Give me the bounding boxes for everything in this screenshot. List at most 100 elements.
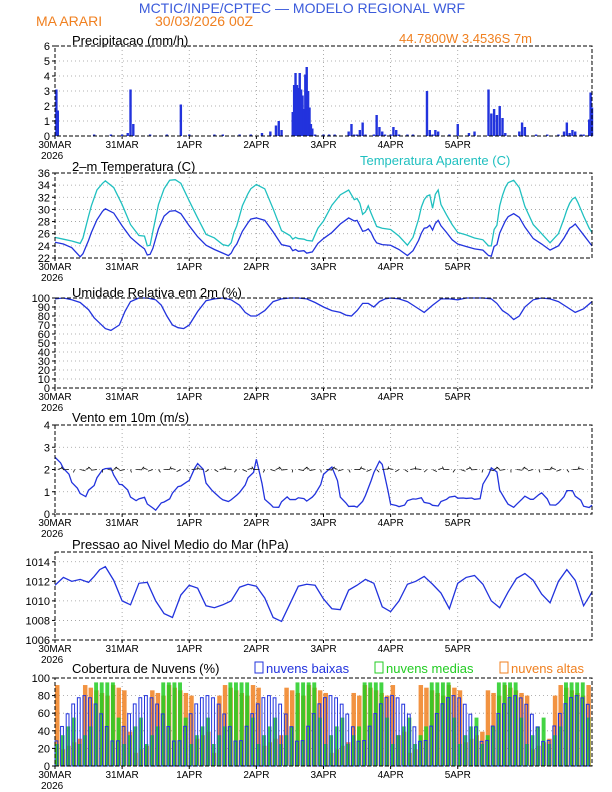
cloud-high-bar — [82, 685, 88, 766]
y-tick-label: 1 — [44, 116, 50, 128]
cloud-mid-bar — [564, 682, 568, 766]
precip-bar — [295, 85, 299, 136]
cloud-low-bar — [406, 713, 411, 767]
y-tick-label: 60 — [38, 329, 50, 341]
precip-bar — [501, 118, 504, 136]
cloud-low-bar — [93, 703, 98, 767]
year-label: 2026 — [41, 655, 64, 666]
cloud-mid-bar — [530, 735, 535, 766]
wind-barb — [360, 467, 366, 470]
cloud-mid-bar — [189, 744, 194, 766]
cloud-high-bar — [485, 690, 491, 766]
precip-bar — [299, 89, 303, 136]
cloud-low-bar — [88, 697, 92, 767]
precip-bar — [495, 115, 499, 136]
cloud-mid-bar — [273, 717, 278, 766]
wind-barb — [348, 469, 351, 473]
precip-bar — [392, 127, 395, 136]
x-tick-label: 5APR — [445, 262, 471, 273]
cloud-mid-bar — [150, 735, 155, 766]
cloud-low-bar — [513, 695, 517, 767]
x-tick-label: 1APR — [176, 392, 202, 403]
y-tick-label: 10 — [38, 374, 50, 386]
precip-bar — [571, 130, 574, 136]
y-tick-label: 50 — [38, 338, 50, 350]
cloud-high-bar — [55, 685, 60, 766]
main-title: MCTIC/INPE/CPTEC — MODELO REGIONAL WRF — [139, 0, 465, 16]
cloud-mid-bar — [161, 682, 166, 766]
precip-bar — [148, 134, 152, 136]
precip-bar — [498, 106, 501, 136]
cloud-low-bar — [502, 703, 506, 767]
wind-barb — [423, 469, 428, 473]
precip-bar — [473, 131, 476, 136]
panel-title-temp: 2–m Temperatura (C) — [72, 159, 195, 174]
x-tick-label: 31MAR — [105, 644, 138, 655]
cloud-mid-bar — [267, 726, 272, 766]
wind-barb — [469, 466, 473, 470]
panel-title-precip: Precipitacao (mm/h) — [72, 33, 188, 48]
wind-barb — [88, 466, 92, 470]
x-tick-label: 2APR — [243, 392, 269, 403]
x-tick-label: 2APR — [243, 644, 269, 655]
wind-barb — [262, 469, 266, 473]
cloud-mid-bar — [301, 682, 306, 766]
panel-title-pres: Pressao ao Nivel Medio do Mar (hPa) — [72, 537, 289, 552]
panel-pres: 1006 1008 1010 1012 1014 30MAR 31MAR 1APR 2APR 3A… — [26, 537, 593, 666]
panel-frame — [54, 551, 593, 641]
precip-bar — [381, 131, 384, 136]
year-label: 2026 — [41, 403, 64, 414]
panel-title-rh: Umidade Relativa em 2m (%) — [72, 285, 242, 300]
y-tick-label: 22 — [38, 253, 50, 265]
year-label: 2026 — [41, 273, 64, 284]
precip-bar — [397, 134, 401, 136]
cloud-low-bar — [261, 697, 266, 767]
cloud-mid-bar — [138, 717, 143, 766]
cloud-mid-bar — [345, 744, 350, 766]
wind-barb — [115, 466, 120, 470]
cloud-mid-bar — [194, 735, 199, 766]
wind-barb — [281, 469, 288, 471]
precip-bar — [132, 124, 135, 136]
wind-barb — [432, 469, 437, 472]
precip-bar — [361, 122, 364, 136]
precip-bar — [277, 121, 280, 136]
precip-bar — [589, 92, 592, 136]
y-tick-label: 1006 — [26, 635, 50, 647]
x-tick-label: 5APR — [445, 140, 471, 151]
cloud-low-bar — [412, 726, 417, 767]
cloud-low-bar — [177, 740, 182, 767]
series-line-temp-0 — [54, 208, 593, 258]
precip-bar — [350, 124, 353, 136]
precip-bar — [456, 124, 459, 136]
y-tick-label: 1010 — [26, 596, 50, 608]
precip-bar — [269, 131, 272, 136]
x-tick-label: 1APR — [176, 518, 202, 529]
x-tick-label: 5APR — [445, 644, 471, 655]
cloud-mid-bar — [536, 726, 540, 766]
precip-bar — [129, 89, 132, 136]
precip-bar — [294, 73, 297, 136]
x-tick-label: 3APR — [310, 518, 336, 529]
series-line-pres-0 — [54, 565, 593, 623]
wind-barb — [233, 469, 238, 473]
year-label: 2026 — [41, 151, 64, 162]
cloud-low-bar — [334, 697, 338, 767]
y-tick-label: 1 — [44, 487, 50, 499]
x-tick-label: 4APR — [378, 262, 404, 273]
cloud-high-bar — [558, 685, 563, 766]
cloud-high-bar — [222, 685, 228, 766]
cloud-mid-bar — [250, 717, 255, 766]
cloud-mid-bar — [105, 682, 110, 766]
y-tick-label: 2 — [44, 465, 50, 477]
precip-bar — [238, 134, 241, 136]
precip-bar — [565, 122, 569, 136]
cloud-mid-bar — [491, 726, 496, 766]
cloud-mid-bar — [116, 717, 121, 766]
wind-barb — [91, 469, 98, 471]
cloud-mid-bar — [228, 682, 233, 766]
wind-barb — [527, 469, 534, 472]
wind-barb — [291, 469, 294, 473]
cloud-mid-bar — [82, 735, 87, 766]
